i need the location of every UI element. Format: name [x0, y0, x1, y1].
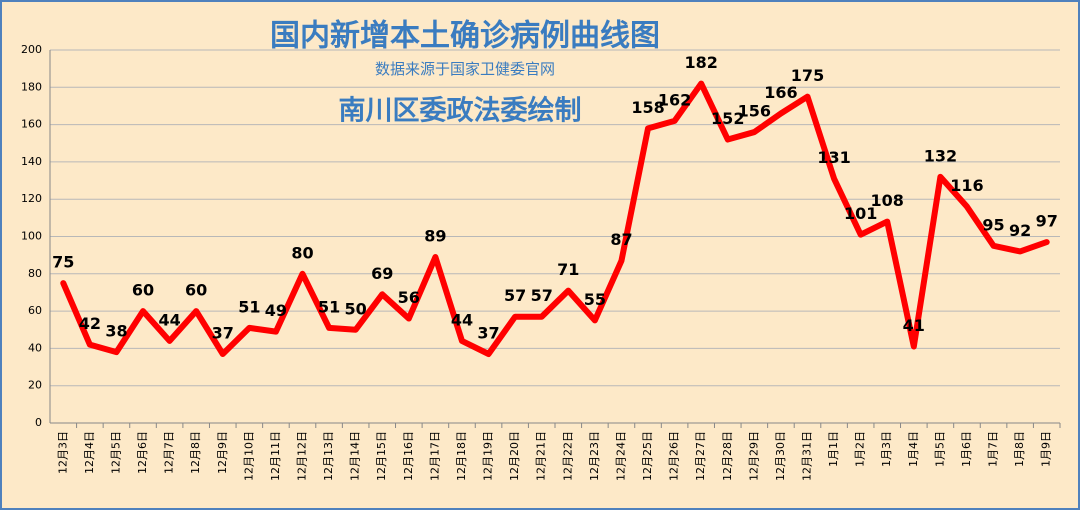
x-tick-label: 1月6日	[960, 431, 973, 467]
data-label: 56	[398, 288, 420, 307]
x-tick-label: 12月7日	[163, 431, 176, 474]
annotation: 南川区委政法委绘制	[339, 95, 582, 127]
x-tick-label: 12月26日	[668, 431, 681, 481]
y-tick-label: 180	[21, 80, 42, 93]
x-tick-label: 12月12日	[296, 431, 309, 481]
data-label: 89	[424, 227, 446, 246]
x-tick-label: 1月8日	[1013, 431, 1026, 467]
data-label: 51	[318, 297, 340, 316]
x-tick-label: 12月21日	[535, 431, 548, 481]
x-tick-label: 12月14日	[349, 431, 362, 481]
data-label: 162	[658, 90, 691, 109]
y-tick-label: 20	[28, 379, 42, 392]
data-label: 60	[185, 281, 207, 300]
data-label: 116	[950, 176, 983, 195]
x-tick-label: 12月27日	[694, 431, 707, 481]
x-tick-label: 12月4日	[83, 431, 96, 474]
y-tick-label: 160	[21, 118, 42, 131]
data-label: 71	[557, 260, 579, 279]
data-label: 37	[212, 323, 234, 342]
chart-subtitle: 数据来源于国家卫健委官网	[375, 60, 555, 78]
data-label: 44	[451, 310, 473, 329]
x-tick-label: 1月5日	[933, 431, 946, 467]
data-label: 131	[817, 148, 850, 167]
x-tick-label: 12月18日	[455, 431, 468, 481]
data-label: 182	[684, 53, 717, 72]
x-tick-label: 1月3日	[880, 431, 893, 467]
x-tick-label: 12月29日	[747, 431, 760, 481]
data-label: 41	[903, 316, 925, 335]
x-tick-label: 12月5日	[109, 431, 122, 474]
y-tick-label: 140	[21, 155, 42, 168]
data-label: 108	[871, 191, 904, 210]
x-tick-label: 12月23日	[588, 431, 601, 481]
data-label: 60	[132, 281, 154, 300]
chart-title: 国内新增本土确诊病例曲线图	[270, 19, 660, 54]
x-tick-label: 12月15日	[375, 431, 388, 481]
data-label: 87	[610, 230, 632, 249]
y-tick-label: 100	[21, 230, 42, 243]
data-label: 57	[504, 286, 526, 305]
data-label: 44	[158, 310, 180, 329]
data-label: 132	[924, 146, 957, 165]
x-tick-label: 1月9日	[1040, 431, 1053, 467]
x-tick-label: 1月7日	[987, 431, 1000, 467]
data-label: 69	[371, 264, 393, 283]
x-tick-label: 12月31日	[801, 431, 814, 481]
x-tick-label: 1月1日	[827, 431, 840, 467]
x-tick-label: 12月3日	[56, 431, 69, 474]
x-tick-label: 12月6日	[136, 431, 149, 474]
data-label: 166	[764, 83, 797, 102]
data-label: 158	[631, 98, 664, 117]
y-tick-label: 0	[35, 416, 42, 429]
data-label: 75	[52, 253, 74, 272]
x-tick-label: 12月9日	[216, 431, 229, 474]
data-label: 55	[584, 290, 606, 309]
x-tick-label: 12月28日	[721, 431, 734, 481]
x-tick-label: 12月11日	[269, 431, 282, 481]
data-label: 49	[265, 301, 287, 320]
x-tick-label: 12月22日	[561, 431, 574, 481]
x-tick-label: 12月24日	[614, 431, 627, 481]
x-tick-label: 12月20日	[508, 431, 521, 481]
data-label: 156	[738, 102, 771, 121]
data-label: 51	[238, 297, 260, 316]
data-label: 92	[1009, 221, 1031, 240]
x-tick-label: 12月17日	[428, 431, 441, 481]
y-tick-label: 120	[21, 192, 42, 205]
y-tick-label: 200	[21, 43, 42, 56]
data-label: 42	[79, 314, 101, 333]
x-tick-label: 1月4日	[907, 431, 920, 467]
data-line	[60, 80, 1050, 357]
x-tick-label: 12月8日	[189, 431, 202, 474]
data-label: 37	[477, 323, 499, 342]
data-label: 95	[982, 215, 1004, 234]
data-label: 101	[844, 204, 877, 223]
y-tick-label: 40	[28, 341, 42, 354]
x-tick-label: 12月25日	[641, 431, 654, 481]
data-label: 80	[291, 243, 313, 262]
x-tick-label: 12月10日	[242, 431, 255, 481]
x-tick-label: 1月2日	[854, 431, 867, 467]
data-label: 57	[531, 286, 553, 305]
data-label: 97	[1036, 212, 1058, 231]
data-label: 38	[105, 322, 127, 341]
data-label: 50	[345, 299, 367, 318]
data-label: 152	[711, 109, 744, 128]
x-tick-label: 12月13日	[322, 431, 335, 481]
data-label: 175	[791, 66, 824, 85]
x-tick-label: 12月30日	[774, 431, 787, 481]
x-tick-label: 12月19日	[482, 431, 495, 481]
x-tick-label: 12月16日	[402, 431, 415, 481]
y-tick-label: 80	[28, 267, 42, 280]
y-tick-label: 60	[28, 304, 42, 317]
